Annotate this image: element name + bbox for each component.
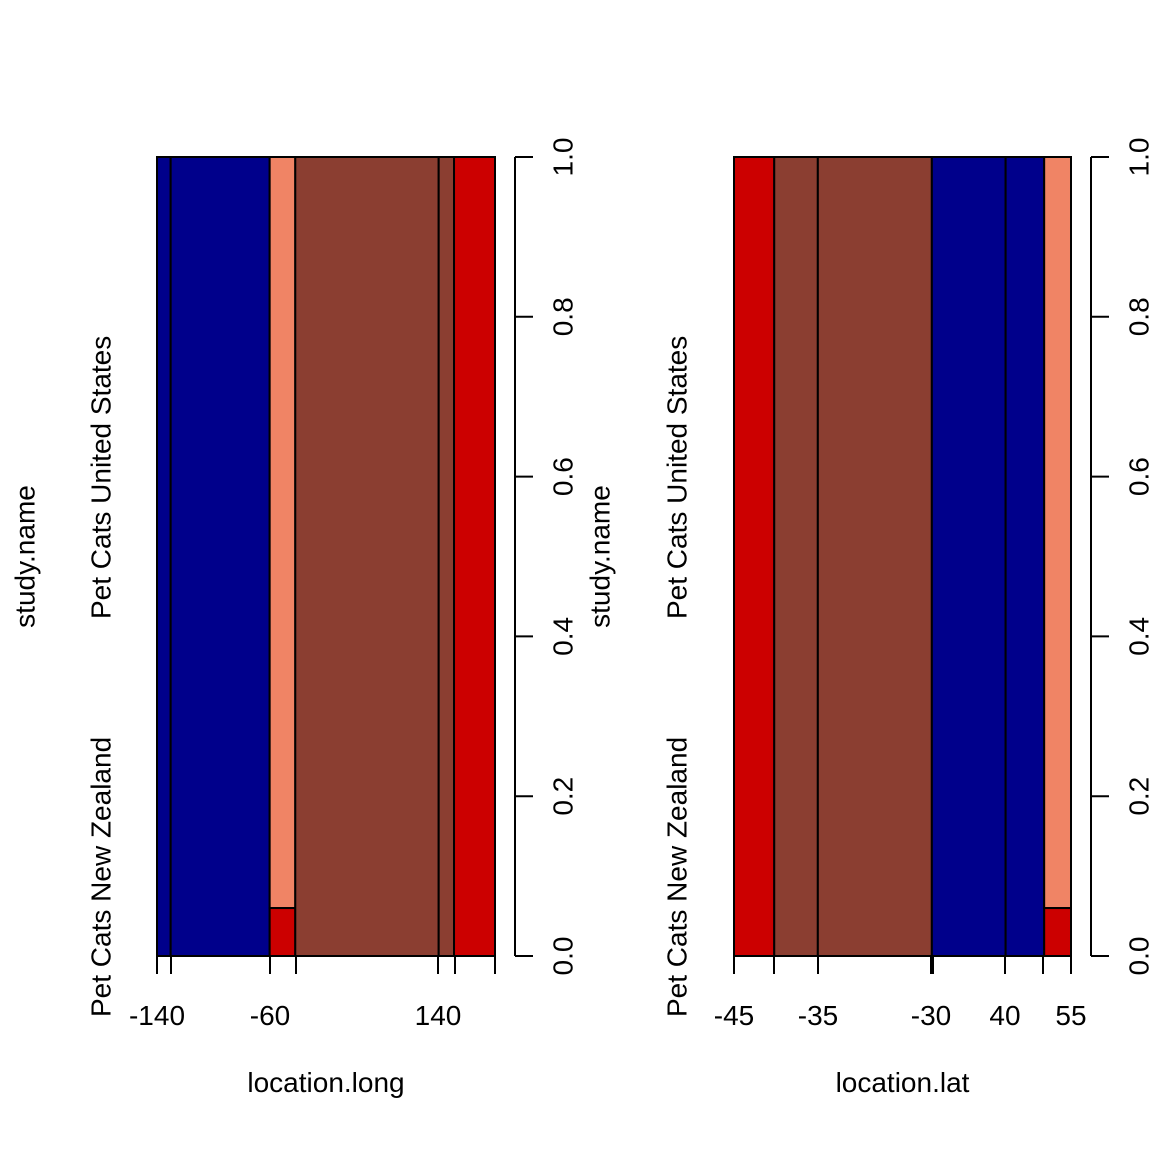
y-tick-label: 0.0 [548,937,579,976]
plot-frame [733,156,1072,957]
bar-new-zealand-5 [453,156,496,957]
y-tick-label: 0.0 [1124,937,1152,976]
category-label-united-states: Pet Cats United States [662,336,693,619]
bar-new-zealand-2 [816,156,933,957]
x-axis-label: location.long [247,1067,404,1098]
bar-united-states-5 [1043,156,1072,910]
bar-united-states-3 [930,156,1007,957]
right-axis-ticks: 0.0 0.2 0.4 0.6 0.8 1.0 [1090,138,1152,976]
y-tick-label: 0.2 [1124,777,1152,816]
y-axis-label: study.name [585,485,616,628]
bar-new-zealand-3 [294,156,440,957]
x-tick-label: 40 [989,1000,1020,1031]
y-tick-label: 1.0 [1124,138,1152,177]
spineplot-bars [156,156,496,957]
y-tick-label: 0.2 [548,777,579,816]
bar-united-states-0 [156,156,172,957]
x-axis-ticks: -45 -35 -30 40 55 [714,956,1087,1031]
x-tick-label: -35 [798,1000,838,1031]
x-tick-label: -45 [714,1000,754,1031]
bar-united-states-1 [169,156,271,957]
bar-new-zealand-4 [437,156,456,957]
y-tick-label: 1.0 [548,138,579,177]
y-tick-label: 0.8 [1124,297,1152,336]
right-axis-ticks: 0.0 0.2 0.4 0.6 0.8 1.0 [514,138,579,976]
bar-new-zealand-2 [268,907,297,957]
bar-new-zealand-0 [733,156,776,957]
y-tick-label: 0.6 [548,457,579,496]
x-tick-label: 55 [1055,1000,1086,1031]
x-axis-ticks: -140 -60 140 [129,956,496,1031]
spineplot-location-long: -140 -60 140 0.0 0.2 0.4 0.6 0.8 1.0 location.l… [10,138,579,1098]
x-tick-label: -30 [911,1000,951,1031]
x-axis-label: location.lat [836,1067,970,1098]
category-label-new-zealand: Pet Cats New Zealand [86,737,117,1017]
x-tick-label: -140 [129,1000,185,1031]
plot-frame [156,156,496,957]
y-tick-label: 0.4 [1124,617,1152,656]
y-axis-label: study.name [10,485,41,628]
x-tick-label: 140 [415,1000,462,1031]
x-tick-label: -60 [250,1000,290,1031]
y-tick-label: 0.8 [548,297,579,336]
bar-new-zealand-5 [1043,907,1072,957]
category-label-new-zealand: Pet Cats New Zealand [662,737,693,1017]
bar-new-zealand-1 [773,156,819,957]
bar-united-states-4 [1004,156,1046,957]
y-tick-label: 0.4 [548,617,579,656]
category-label-united-states: Pet Cats United States [86,336,117,619]
y-tick-label: 0.6 [1124,457,1152,496]
bar-united-states-2 [268,156,297,910]
spineplot-bars [733,156,1072,957]
spineplot-location-lat: -45 -35 -30 40 55 0.0 0.2 0.4 0.6 0.8 1.0 locatio… [585,138,1152,1098]
